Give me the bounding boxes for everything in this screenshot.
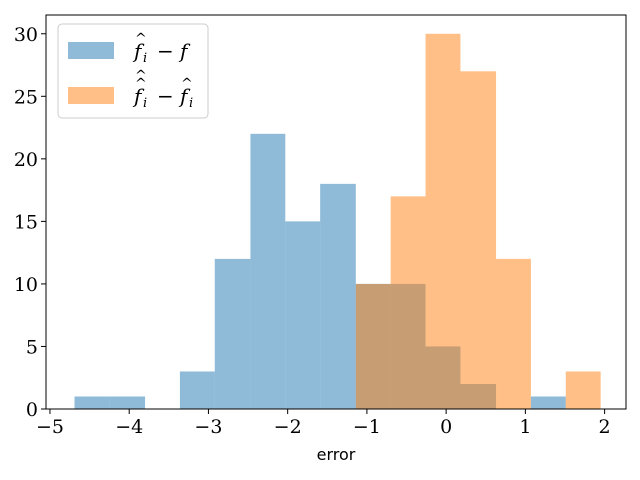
svg-text:i: i <box>143 96 147 111</box>
bar-series-1-bin-2 <box>109 396 146 409</box>
svg-text:^: ^ <box>135 31 147 47</box>
legend-swatch-series-2 <box>68 87 114 104</box>
y-axis: 0 5 10 15 20 25 30 <box>14 24 46 421</box>
y-tick-label: 25 <box>14 86 38 108</box>
y-tick-label: 10 <box>14 274 38 296</box>
svg-text:^: ^ <box>135 68 147 84</box>
svg-text:^: ^ <box>181 76 193 92</box>
y-tick-label: 30 <box>14 24 38 46</box>
x-axis: −5 −4 −3 −2 −1 0 1 2 <box>36 409 611 438</box>
legend-label-series-1: f ^ i − f <box>132 31 191 66</box>
svg-text:−: − <box>157 39 174 63</box>
bar-series-2-bin-2 <box>390 196 426 409</box>
y-tick-label: 5 <box>26 336 38 358</box>
bar-series-1-bin-14 <box>530 396 566 409</box>
legend-swatch-series-1 <box>68 42 114 59</box>
bar-series-2-bin-7 <box>565 371 601 409</box>
bar-series-2-bin-4 <box>460 71 497 409</box>
x-tick-label: −5 <box>36 416 64 438</box>
bar-series-1-bin-4 <box>179 371 215 409</box>
legend: f ^ i − f f ^ ^ i − f ^ i <box>57 23 209 119</box>
svg-text:i: i <box>143 51 147 66</box>
x-tick-label: 1 <box>519 416 531 438</box>
bar-series-1-bin-8 <box>320 183 356 409</box>
bar-series-1-bin-6 <box>250 133 286 409</box>
bar-series-2-bin-3 <box>425 33 461 409</box>
svg-text:−: − <box>157 84 174 108</box>
x-tick-label: −4 <box>115 416 143 438</box>
x-tick-label: −2 <box>274 416 302 438</box>
plot-frame <box>45 14 627 410</box>
bars-layer <box>74 33 601 409</box>
x-tick-label: −3 <box>194 416 222 438</box>
x-tick-label: 2 <box>599 416 611 438</box>
bar-series-2-bin-1 <box>355 283 391 409</box>
svg-text:^: ^ <box>135 76 147 92</box>
x-axis-label: error <box>317 445 356 464</box>
bar-series-1-bin-1 <box>74 396 110 409</box>
x-tick-label: 0 <box>440 416 452 438</box>
bar-series-2-bin-5 <box>496 258 531 409</box>
y-tick-label: 20 <box>14 149 38 171</box>
y-tick-label: 0 <box>26 399 38 421</box>
svg-text:i: i <box>189 96 193 111</box>
y-tick-label: 15 <box>14 211 38 233</box>
x-tick-label: −1 <box>353 416 381 438</box>
bar-series-1-bin-5 <box>214 258 251 409</box>
bar-series-1-bin-7 <box>285 221 321 409</box>
